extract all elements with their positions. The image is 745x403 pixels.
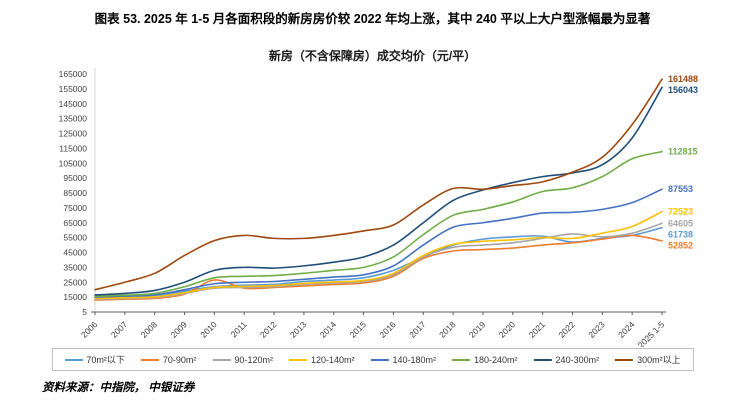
x-tick-label: 2012 — [258, 319, 279, 340]
x-tick-label: 2024 — [616, 319, 637, 340]
x-tick-label: 2018 — [437, 319, 458, 340]
legend-label: 90-120m² — [234, 354, 273, 365]
x-tick-label: 2022 — [556, 319, 577, 340]
chart-title: 新房（不含保障房）成交均价（元/平） — [268, 49, 477, 63]
y-tick-label: 35000 — [63, 262, 87, 272]
series-end-label: 64605 — [668, 218, 693, 228]
x-tick-label: 2006 — [79, 319, 100, 340]
x-tick-label: 2016 — [377, 319, 398, 340]
x-tick-label: 2019 — [467, 319, 488, 340]
series-line — [94, 226, 663, 300]
legend-item: 120-140m² — [288, 354, 355, 365]
legend-swatch — [533, 358, 552, 361]
series-end-label: 72523 — [668, 207, 693, 217]
x-tick-label: 2021 — [527, 319, 548, 340]
y-tick-label: 165000 — [59, 69, 88, 79]
series-line — [94, 210, 663, 300]
series-line — [94, 188, 663, 298]
x-tick-label: 2025 1-5 — [636, 319, 667, 347]
legend-label: 140-180m² — [392, 354, 437, 365]
legend-label: 70-90m² — [162, 354, 197, 365]
legend-label: 180-240m² — [474, 354, 518, 365]
x-tick-label: 2010 — [198, 319, 219, 340]
legend-swatch — [64, 358, 83, 361]
legend-swatch — [140, 358, 159, 361]
x-tick-label: 2017 — [407, 319, 428, 340]
source-note: 资料来源：中指院， 中银证券 — [42, 382, 195, 394]
legend: 70m²以下 70-90m² 90-120m² 120-140m² 140-180m² 1… — [51, 348, 694, 371]
series-end-label: 87553 — [668, 184, 693, 194]
y-tick-label: 15000 — [63, 292, 87, 302]
y-tick-label: 75000 — [63, 203, 87, 213]
legend-item: 240-300m² — [533, 354, 600, 365]
y-tick-label: 45000 — [63, 248, 87, 258]
legend-swatch — [212, 358, 231, 361]
legend-label: 240-300m² — [555, 354, 600, 365]
y-tick-label: 115000 — [59, 143, 87, 153]
series-line — [94, 150, 663, 298]
legend-item: 70m²以下 — [64, 353, 125, 366]
legend-swatch — [370, 358, 389, 361]
series-end-label: 112815 — [668, 147, 698, 157]
x-tick-label: 2014 — [318, 319, 339, 340]
y-tick-label: 55000 — [63, 233, 87, 243]
series-end-label: 156043 — [668, 85, 698, 95]
series-end-label: 52852 — [668, 240, 693, 250]
legend-swatch — [288, 358, 307, 361]
legend-item: 90-120m² — [212, 355, 273, 365]
legend-swatch — [615, 358, 634, 361]
y-tick-label: 145000 — [59, 99, 88, 109]
x-tick-label: 2008 — [139, 319, 160, 340]
x-tick-label: 2023 — [586, 319, 607, 340]
legend-item: 180-240m² — [452, 355, 518, 365]
legend-label: 120-140m² — [310, 354, 355, 365]
x-tick-label: 2011 — [229, 319, 249, 339]
y-tick-label: 155000 — [59, 84, 88, 94]
x-tick-label: 2007 — [109, 319, 130, 340]
legend-swatch — [452, 358, 471, 361]
y-tick-label: 25000 — [63, 277, 87, 287]
legend-item: 300m²以上 — [615, 353, 681, 366]
series-line — [94, 78, 663, 291]
x-tick-label: 2020 — [497, 319, 518, 340]
y-tick-label: 105000 — [59, 158, 88, 168]
legend-label: 300m²以上 — [637, 355, 681, 365]
series-end-label: 61738 — [668, 229, 693, 239]
y-tick-label: 65000 — [63, 218, 87, 228]
line-chart: 165000 155000 145000 135000 125000 115000 1050… — [59, 68, 698, 347]
figure-title: 图表 53. 2025 年 1-5 月各面积段的新房房价较 2022 年均上涨，… — [94, 12, 651, 26]
legend-item: 70-90m² — [140, 354, 197, 365]
y-tick-label: 95000 — [63, 173, 87, 183]
legend-label: 70m²以下 — [86, 355, 125, 365]
y-tick-label: 85000 — [63, 188, 87, 198]
x-tick-label: 2009 — [168, 319, 189, 340]
legend-item: 140-180m² — [370, 355, 436, 365]
series-end-label: 161488 — [668, 74, 698, 84]
x-tick-label: 2013 — [288, 319, 309, 340]
y-tick-label: 125000 — [59, 129, 88, 139]
y-tick-label: 135000 — [59, 114, 88, 124]
y-tick-label: 5 — [82, 307, 87, 317]
x-tick-label: 2015 — [348, 319, 369, 340]
